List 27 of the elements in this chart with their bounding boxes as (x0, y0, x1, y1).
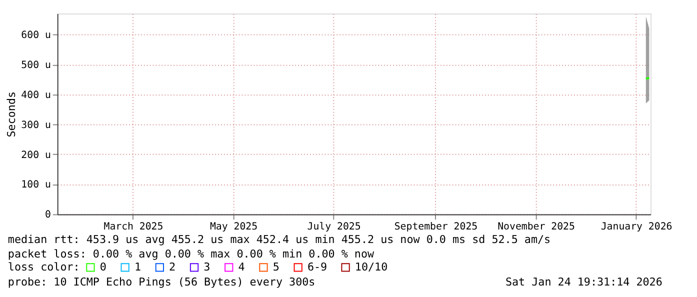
legend-label: 5 (272, 260, 280, 274)
x-tick-label: November 2025 (498, 222, 575, 233)
text: median rtt: 453.9 us avg 455.2 us max 452.4 us min 455.2 us now 0.0 ms sd 52.5 am/s (8, 232, 551, 246)
legend-title: loss color: (8, 260, 80, 274)
x-tick-label: January 2026 (600, 222, 672, 233)
y-tick-label: 500 u (21, 60, 51, 71)
y-tick-label: 400 u (21, 90, 51, 101)
y-axis-title: Seconds (5, 91, 18, 138)
legend-label: 4 (238, 260, 246, 274)
legend-label: 10/10 (354, 260, 388, 274)
legend-label: 0 (100, 260, 106, 274)
legend-label: 2 (169, 260, 176, 274)
text: Sat Jan 24 19:31:14 2026 (505, 275, 662, 288)
x-tick-label: July 2025 (307, 222, 361, 233)
x-tick-label: May 2025 (210, 222, 258, 233)
y-tick-label: 0 (44, 210, 51, 221)
text: packet loss: 0.00 % avg 0.00 % max 0.00 % min 0.00 % now (8, 248, 374, 261)
x-tick-label: September 2025 (394, 222, 478, 233)
text: probe: 10 ICMP Echo Pings (56 Bytes) every 300s (8, 275, 316, 288)
legend-label: 6-9 (307, 260, 328, 274)
legend-label: 1 (134, 260, 142, 274)
legend-label: 3 (204, 260, 210, 274)
y-tick-label: 300 u (21, 120, 51, 131)
y-tick-label: 200 u (21, 150, 51, 161)
x-tick-label: March 2025 (104, 222, 164, 233)
y-tick-label: 100 u (21, 180, 51, 191)
y-tick-label: 600 u (21, 30, 51, 41)
